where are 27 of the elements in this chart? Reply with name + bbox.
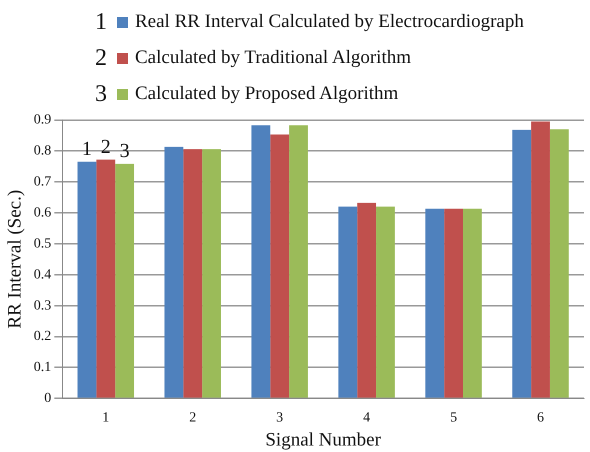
y-tick-label: 0 xyxy=(44,391,52,406)
x-tick-label: 5 xyxy=(450,410,458,426)
y-tick-label: 0.3 xyxy=(34,298,52,314)
y-tick-label: 0.7 xyxy=(34,174,52,190)
y-tick-label: 0.1 xyxy=(34,360,52,376)
y-tick-label: 0.6 xyxy=(34,205,52,220)
annotation: 3 xyxy=(120,140,130,162)
x-tick-label: 4 xyxy=(363,410,370,426)
legend-label: Real RR Interval Calculated by Electrocardiograph xyxy=(135,11,524,33)
category-label: 2 xyxy=(95,44,107,70)
y-tick-label: 0.4 xyxy=(34,267,52,282)
x-tick-label: 2 xyxy=(189,410,196,426)
annotation: 1 xyxy=(82,138,92,160)
y-tick-label: 0.2 xyxy=(34,329,52,344)
x-tick-label: 3 xyxy=(276,410,284,426)
category-label: 1 xyxy=(95,8,107,34)
x-tick-label: 1 xyxy=(102,410,110,426)
x-tick-label: 6 xyxy=(537,410,544,426)
x-axis-title: Signal Number xyxy=(265,430,382,451)
legend-label: Calculated by Traditional Algorithm xyxy=(135,47,412,69)
legend-label: Calculated by Proposed Algorithm xyxy=(135,83,398,105)
y-tick-label: 0.9 xyxy=(34,112,52,128)
annotation: 2 xyxy=(100,136,111,158)
y-tick-label: 0.5 xyxy=(34,236,52,252)
y-axis-title: RR Interval (Sec.) xyxy=(4,190,26,329)
y-tick-label: 0.8 xyxy=(34,144,52,159)
category-label: 3 xyxy=(95,80,107,106)
